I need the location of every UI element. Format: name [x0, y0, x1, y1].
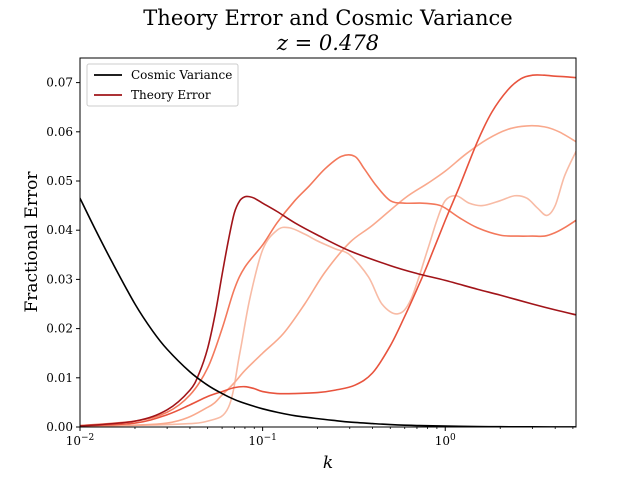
- legend-label-0: Cosmic Variance: [131, 68, 232, 82]
- series-layer: [80, 74, 576, 427]
- series-line-1: [80, 150, 576, 427]
- y-tick-label-2: 0.02: [46, 322, 73, 336]
- y-tick-label-4: 0.04: [46, 223, 73, 237]
- x-axis-ticks: 10−2 10−1 100: [66, 427, 574, 448]
- y-tick-label-7: 0.07: [46, 76, 73, 90]
- y-tick-label-1: 0.01: [46, 371, 73, 385]
- y-axis-ticks: 0.00 0.01 0.02 0.03 0.04 0.05 0.06 0.07: [46, 76, 80, 434]
- chart-title: Theory Error and Cosmic Variance: [143, 6, 512, 30]
- series-line-2: [80, 124, 576, 427]
- legend-box: [86, 63, 239, 107]
- x-tick-label-1: 10−1: [248, 433, 277, 448]
- chart-subtitle: z = 0.478: [276, 31, 379, 55]
- x-tick-label-2: 100: [435, 433, 456, 448]
- y-axis-label: Fractional Error: [22, 171, 42, 313]
- y-tick-label-6: 0.06: [46, 125, 73, 139]
- y-tick-label-0: 0.00: [46, 420, 73, 434]
- y-tick-label-5: 0.05: [46, 174, 73, 188]
- plot-frame: [79, 57, 577, 428]
- series-line-6: [80, 197, 576, 427]
- x-axis-label: k: [323, 453, 333, 473]
- series-line-3: [80, 154, 576, 427]
- y-tick-label-3: 0.03: [46, 272, 73, 286]
- x-tick-label-0: 10−2: [66, 433, 95, 448]
- legend: Cosmic Variance Theory Error: [86, 63, 239, 107]
- series-line-5: [80, 195, 576, 427]
- legend-label-1: Theory Error: [131, 88, 211, 102]
- series-line-4: [80, 74, 576, 427]
